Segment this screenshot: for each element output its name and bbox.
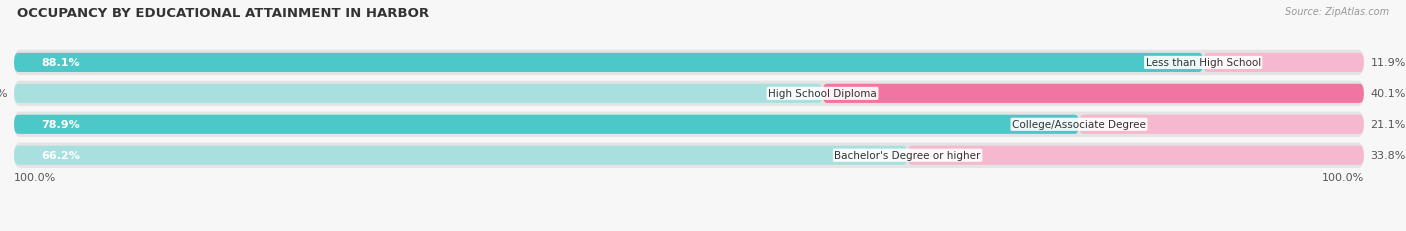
Text: 66.2%: 66.2% — [41, 151, 80, 161]
Text: College/Associate Degree: College/Associate Degree — [1012, 120, 1146, 130]
Text: 59.9%: 59.9% — [0, 89, 7, 99]
FancyBboxPatch shape — [14, 54, 1204, 73]
Text: Less than High School: Less than High School — [1146, 58, 1261, 68]
Legend: Owner-occupied, Renter-occupied: Owner-occupied, Renter-occupied — [565, 228, 813, 231]
FancyBboxPatch shape — [14, 115, 1078, 134]
FancyBboxPatch shape — [823, 84, 1364, 103]
Text: OCCUPANCY BY EDUCATIONAL ATTAINMENT IN HARBOR: OCCUPANCY BY EDUCATIONAL ATTAINMENT IN H… — [17, 7, 429, 20]
FancyBboxPatch shape — [14, 112, 1364, 137]
Text: 11.9%: 11.9% — [1371, 58, 1406, 68]
FancyBboxPatch shape — [1078, 115, 1364, 134]
Text: 88.1%: 88.1% — [41, 58, 80, 68]
Text: 78.9%: 78.9% — [41, 120, 80, 130]
Text: 21.1%: 21.1% — [1371, 120, 1406, 130]
FancyBboxPatch shape — [14, 143, 1364, 168]
Text: 40.1%: 40.1% — [1371, 89, 1406, 99]
Text: Source: ZipAtlas.com: Source: ZipAtlas.com — [1285, 7, 1389, 17]
FancyBboxPatch shape — [14, 84, 823, 103]
FancyBboxPatch shape — [14, 51, 1364, 76]
Text: 100.0%: 100.0% — [1322, 173, 1364, 183]
Text: 100.0%: 100.0% — [14, 173, 56, 183]
FancyBboxPatch shape — [14, 81, 1364, 106]
FancyBboxPatch shape — [1204, 54, 1364, 73]
Text: High School Diploma: High School Diploma — [768, 89, 877, 99]
Text: 33.8%: 33.8% — [1371, 151, 1406, 161]
Text: Bachelor's Degree or higher: Bachelor's Degree or higher — [834, 151, 981, 161]
FancyBboxPatch shape — [14, 146, 908, 165]
FancyBboxPatch shape — [908, 146, 1364, 165]
